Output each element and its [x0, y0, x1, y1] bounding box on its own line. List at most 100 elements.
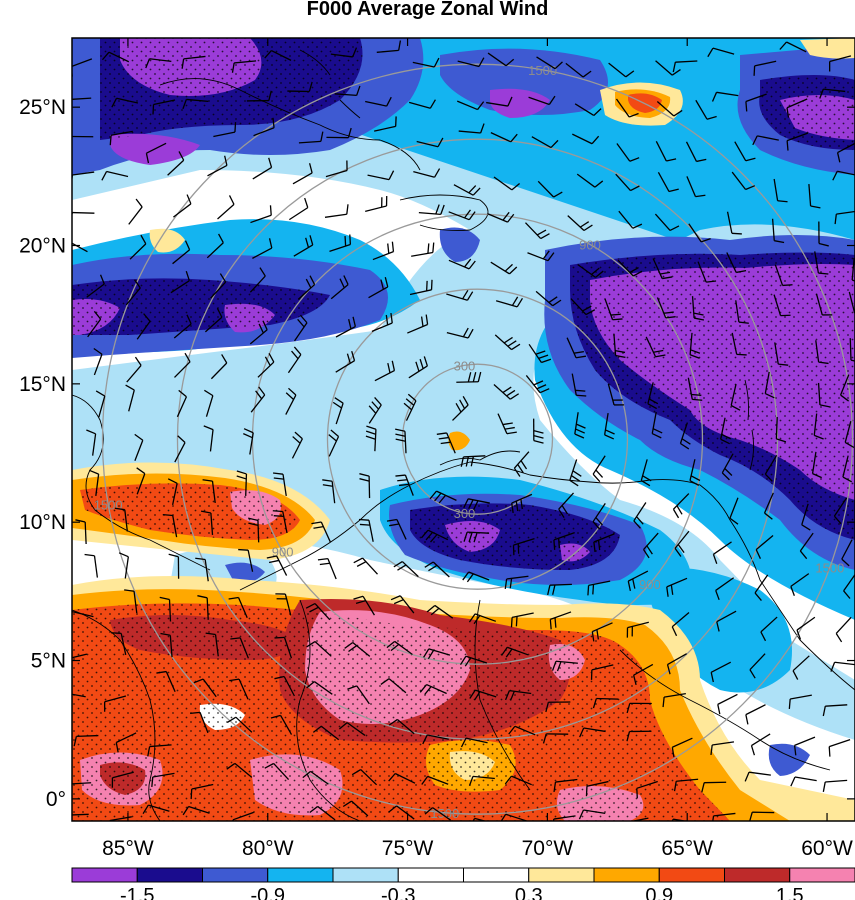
wind-barb: [147, 744, 172, 757]
wind-barb: [374, 116, 397, 132]
wind-barb: [411, 242, 435, 257]
wind-barb: [72, 693, 86, 698]
wind-barb: [626, 621, 649, 638]
wind-barb: [388, 772, 416, 784]
wind-barb: [329, 234, 352, 253]
wind-barb: [374, 360, 396, 382]
wind-barb: [231, 60, 257, 73]
wind-barb: [585, 780, 609, 797]
wind-barb: [238, 548, 254, 572]
wind-barb: [726, 252, 747, 274]
wind-barb: [359, 473, 371, 499]
wind-barb: [159, 596, 172, 622]
wind-barb: [460, 455, 486, 467]
wind-barb: [792, 655, 810, 680]
wind-barb: [840, 374, 850, 402]
wind-barb: [533, 418, 544, 444]
wind-barb: [172, 240, 191, 265]
wind-barb: [729, 497, 739, 525]
wind-barb: [793, 736, 816, 756]
wind-barb: [721, 453, 734, 481]
border-interior-3: [619, 649, 831, 771]
wind-barb: [386, 518, 407, 540]
wind-barb: [128, 198, 143, 225]
wind-barb: [298, 131, 324, 144]
wind-barb: [418, 204, 445, 216]
colorbar-swatch: [724, 867, 791, 883]
wind-barb: [553, 778, 578, 793]
wind-barb: [788, 694, 812, 710]
wind-barb: [731, 171, 756, 191]
wind-barb: [771, 218, 785, 244]
wind-barb: [558, 492, 575, 518]
wind-barb: [710, 661, 732, 683]
wind-barb: [136, 467, 146, 495]
coast-central-america: [72, 394, 211, 571]
wind-barb: [645, 336, 666, 358]
wind-barb: [553, 532, 575, 550]
wind-barb: [162, 514, 178, 538]
wind-barb: [457, 57, 485, 68]
wind-barb: [114, 507, 129, 532]
coast-cuba: [159, 78, 421, 171]
wind-barb: [72, 782, 92, 785]
wind-barb: [813, 413, 824, 440]
wind-barb: [129, 234, 147, 260]
wind-barb: [790, 573, 810, 596]
wind-barb: [640, 459, 652, 487]
wind-barb: [627, 570, 649, 592]
colorbar-swatch: [789, 867, 855, 883]
coast-pacific: [72, 609, 161, 821]
wind-barb: [274, 675, 295, 697]
wind-barb: [111, 632, 127, 656]
wind-barb: [811, 451, 822, 479]
wind-barb: [462, 571, 490, 583]
wind-barb: [819, 88, 846, 99]
lat-tick-label: 25°N: [19, 96, 66, 119]
wind-barb: [830, 661, 855, 672]
lon-tick-label: 70°W: [522, 837, 574, 860]
lon-tick-label: 60°W: [801, 837, 853, 860]
coast-caribbean-south: [439, 450, 521, 466]
wind-barb: [633, 663, 654, 686]
range-ring-label: 300: [454, 506, 476, 521]
wind-barb: [764, 371, 775, 399]
wind-barb: [745, 93, 767, 112]
wind-barb: [655, 141, 677, 162]
wind-barb: [613, 333, 626, 359]
wind-barb: [413, 168, 441, 178]
wind-barb: [799, 532, 814, 560]
wind-barb: [592, 503, 606, 530]
wind-barb: [452, 395, 469, 421]
wind-barb: [671, 612, 690, 637]
wind-barb: [353, 557, 378, 575]
wind-barb: [145, 58, 172, 69]
wind-barb: [72, 813, 89, 816]
wind-barb: [617, 259, 643, 277]
wind-barb: [101, 51, 130, 63]
wind-barb: [493, 384, 520, 400]
wind-barb: [353, 595, 375, 616]
wind-barb: [72, 610, 94, 618]
wind-barb: [666, 653, 687, 675]
wind-barb: [446, 289, 474, 301]
wind-barb: [672, 60, 698, 73]
wind-barb: [749, 811, 775, 821]
wind-barb: [386, 640, 413, 655]
wind-barb: [272, 510, 288, 534]
wind-barb: [528, 95, 556, 106]
colorbar-swatch: [593, 867, 660, 883]
wind-barb: [173, 194, 192, 218]
wind-barb: [593, 533, 615, 552]
wind-barb: [490, 132, 518, 143]
wind-barb: [197, 595, 209, 620]
wind-barb: [749, 653, 766, 679]
wind-barb: [656, 100, 683, 117]
colorbar-label: -0.3: [381, 885, 415, 900]
wind-barb: [365, 425, 377, 452]
wind-barb: [786, 98, 808, 118]
wind-barb: [302, 770, 329, 785]
wind-barb: [86, 274, 105, 298]
wind-barb: [104, 695, 127, 712]
wind-barb: [193, 678, 217, 698]
